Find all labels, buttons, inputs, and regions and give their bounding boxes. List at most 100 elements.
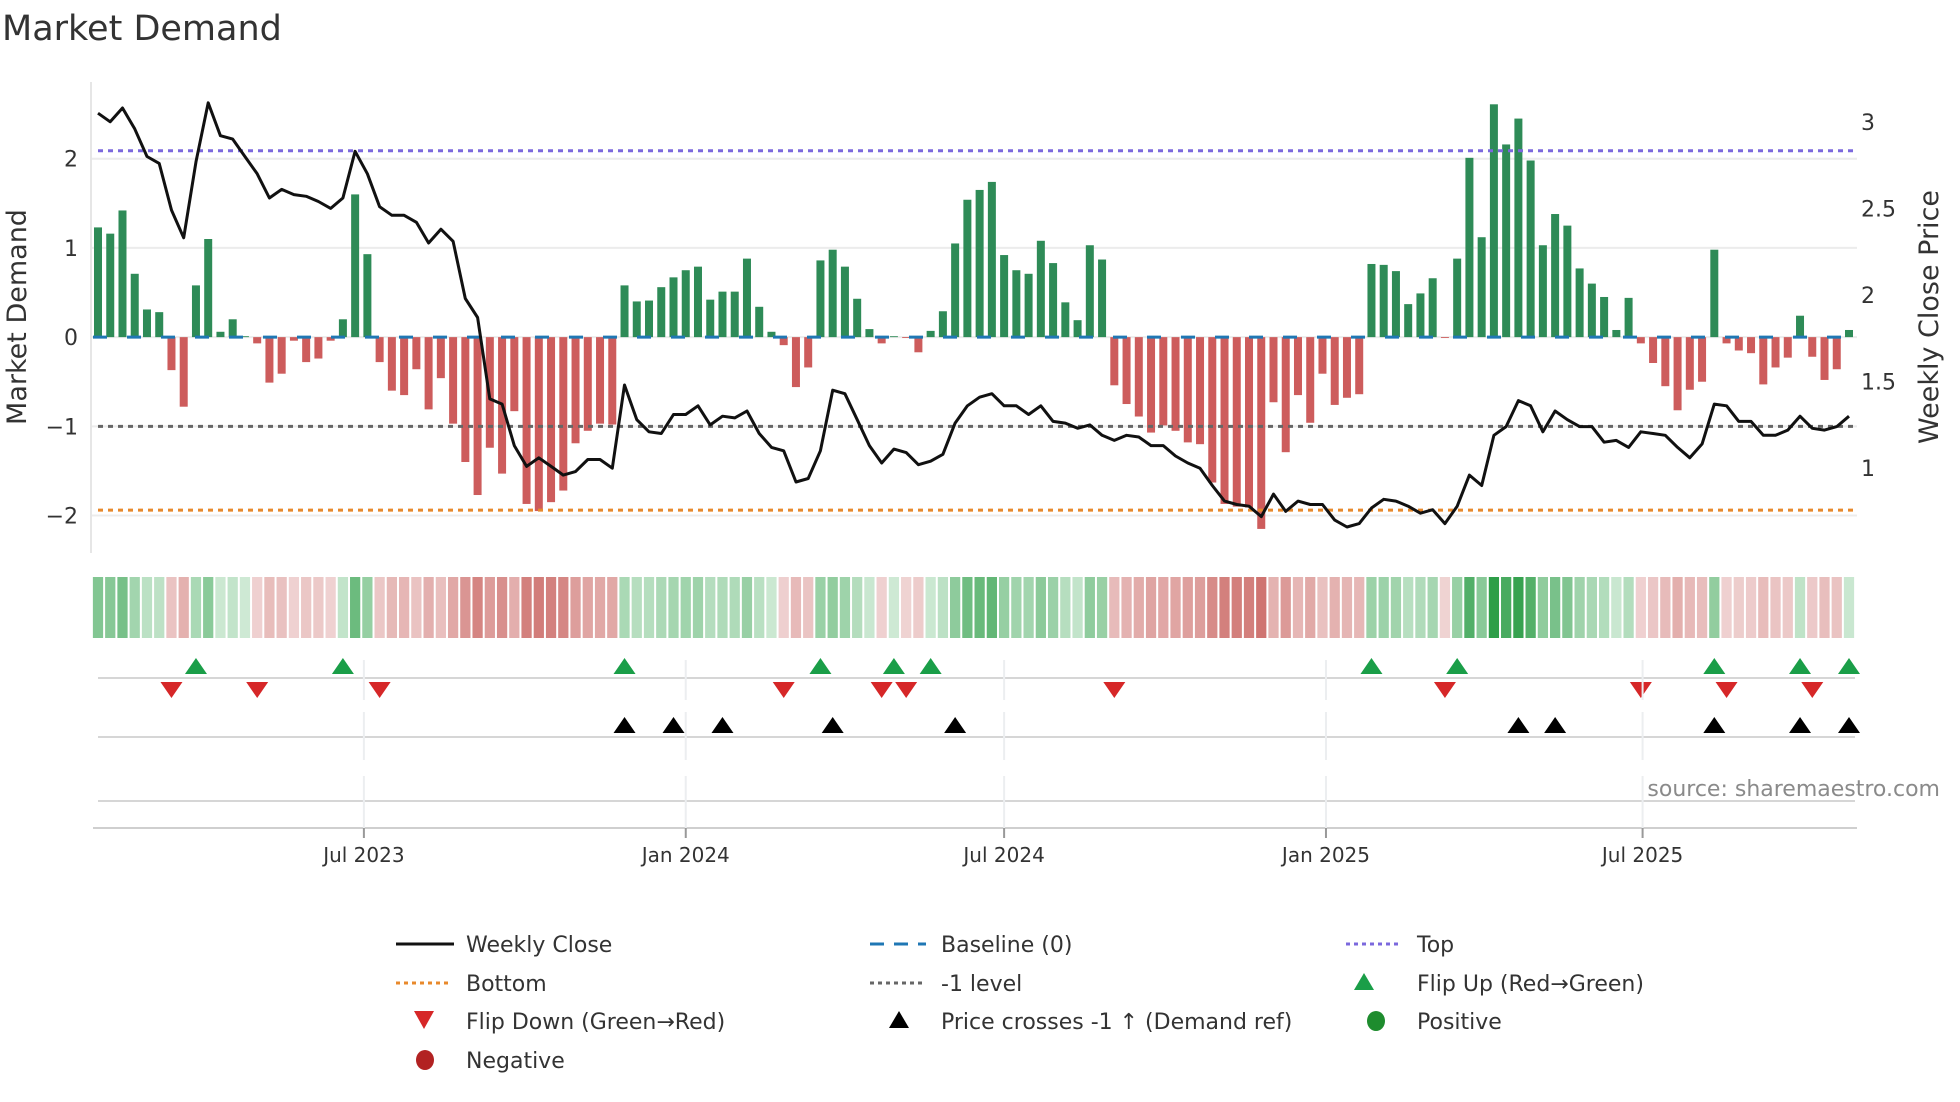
heat-cell [1611, 577, 1622, 638]
negative-bar [265, 337, 274, 383]
negative-bar [1122, 337, 1131, 405]
heat-cell [447, 577, 459, 638]
heat-cell [203, 577, 214, 638]
heat-cell [1072, 577, 1083, 638]
circle-icon [416, 1050, 434, 1070]
positive-bar [1416, 293, 1425, 338]
positive-bar [1538, 245, 1547, 338]
price-cross-marker [1507, 717, 1530, 733]
heat-cell [386, 577, 397, 638]
positive-bar [1502, 144, 1511, 338]
heat-cell [1292, 577, 1304, 638]
y-tick-label: −2 [46, 505, 78, 530]
negative-bar [326, 337, 335, 341]
negative-bar [1747, 337, 1756, 354]
negative-bar [277, 337, 286, 374]
heat-cell [288, 577, 300, 638]
heat-cell [558, 577, 569, 638]
x-tick-label: Jan 2024 [640, 843, 730, 867]
negative-bar [1759, 337, 1768, 385]
heat-cell [1035, 577, 1046, 638]
heat-cell [301, 577, 312, 638]
heat-cell [252, 577, 263, 638]
negative-bar [179, 337, 188, 407]
positive-bar [1024, 273, 1033, 338]
positive-bar [963, 199, 972, 338]
heat-cell [1023, 577, 1034, 638]
y-axis-label: Market Demand [2, 209, 33, 425]
negative-bar [596, 337, 605, 424]
positive-bar [865, 329, 874, 338]
heat-cell [1647, 577, 1659, 638]
heat-cell [1782, 577, 1793, 638]
legend: Weekly Close Baseline (0) Top Bottom -1 … [396, 933, 1644, 1074]
heat-cell [888, 577, 900, 638]
heat-cell [1182, 577, 1193, 638]
heat-cell [1586, 577, 1597, 638]
price-cross-marker [711, 717, 734, 733]
left-axis-ticks: −2 −1 0 1 2 [46, 148, 78, 530]
positive-bar [755, 306, 764, 338]
heat-cell [1843, 577, 1855, 638]
heat-cell [1084, 577, 1095, 638]
y2-tick-label: 1 [1861, 457, 1875, 482]
flip-down-marker [772, 682, 795, 698]
legend-item-negative: Negative [416, 1049, 565, 1074]
positive-bar [191, 285, 200, 338]
heat-cell [607, 577, 618, 638]
positive-bar [816, 260, 825, 338]
heat-cell [815, 577, 826, 638]
chart-title: Market Demand [2, 9, 282, 49]
positive-bar [1600, 296, 1609, 338]
heat-cell [998, 577, 1010, 638]
negative-bar [1183, 337, 1192, 443]
negative-bar [1783, 337, 1792, 358]
flip-up-marker [882, 658, 905, 674]
negative-bar [804, 337, 813, 368]
heat-cell [1660, 577, 1671, 638]
heat-cell [1158, 577, 1169, 638]
signal-markers [160, 658, 1860, 733]
positive-bar [1000, 255, 1009, 338]
negative-bar [1771, 337, 1780, 368]
y2-tick-label: 1.5 [1861, 371, 1896, 396]
heat-cell [1268, 577, 1279, 638]
positive-bar [706, 299, 715, 338]
y2-tick-label: 3 [1861, 111, 1875, 136]
triangle-up-icon [889, 1011, 909, 1028]
heat-cell [1403, 577, 1414, 638]
heat-cell [950, 577, 961, 638]
heat-cell [1745, 577, 1757, 638]
negative-bar [608, 337, 617, 425]
flip-up-marker [331, 658, 354, 674]
heat-cell [545, 577, 557, 638]
heat-cell [594, 577, 606, 638]
heat-cell [411, 577, 422, 638]
negative-bar [779, 337, 788, 346]
heat-cell [472, 577, 483, 638]
flip-down-marker [368, 682, 391, 698]
flip-up-marker [1360, 658, 1383, 674]
flip-up-marker [1838, 658, 1860, 674]
positive-bar [853, 298, 862, 338]
heat-cell [901, 577, 912, 638]
heat-cell [1721, 577, 1732, 638]
positive-bar [1036, 240, 1045, 338]
heat-cell [227, 577, 238, 638]
legend-label: Top [1416, 933, 1454, 958]
negative-bar [1281, 337, 1290, 453]
x-axis-ticks: Jul 2023 Jan 2024 Jul 2024 Jan 2025 Jul 2025 [321, 660, 1683, 867]
positive-bar [632, 301, 641, 338]
legend-item-weekly-close: Weekly Close [396, 933, 612, 958]
y-tick-label: 2 [64, 148, 78, 173]
heat-cell [1696, 577, 1708, 638]
heat-cell [741, 577, 753, 638]
negative-bar [1820, 337, 1829, 380]
negative-bar [1232, 337, 1241, 507]
positive-bar [216, 331, 225, 338]
positive-bar [351, 194, 360, 338]
negative-bar [1673, 337, 1682, 411]
heat-cell [337, 577, 349, 638]
flip-up-marker [1446, 658, 1469, 674]
heat-cell [1513, 577, 1524, 638]
